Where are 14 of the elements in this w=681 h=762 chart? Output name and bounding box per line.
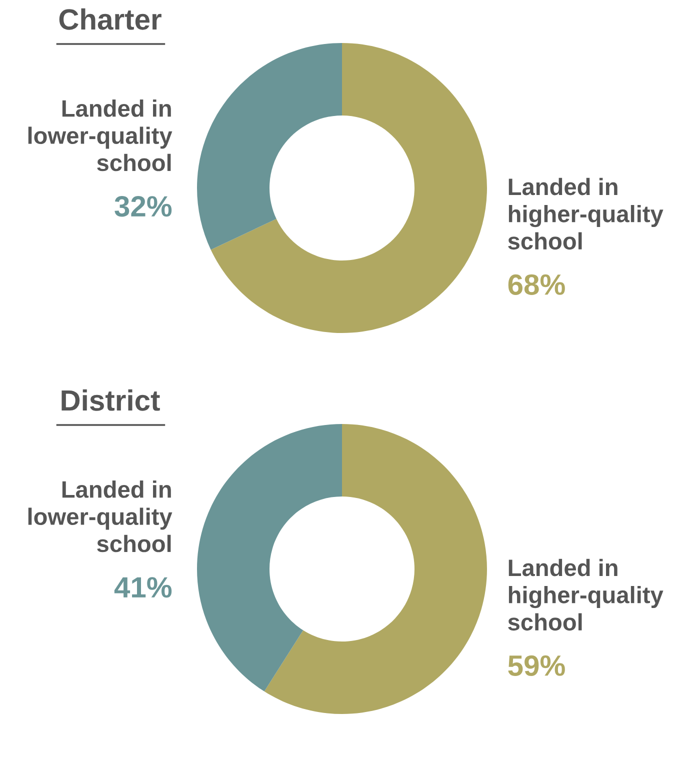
donut-slice <box>210 43 487 333</box>
chart-title: District <box>62 389 160 411</box>
data-label: 32% <box>114 196 172 217</box>
donut-slice <box>197 43 342 250</box>
data-label: 59% <box>508 655 565 676</box>
chart-title: Charter <box>59 8 162 30</box>
donut-slice <box>264 424 487 714</box>
slice-label: Landed in lower-quality school <box>28 480 172 552</box>
data-label: 68% <box>508 274 565 295</box>
data-label: 41% <box>114 577 172 598</box>
slice-label: Landed in lower-quality school <box>28 100 172 172</box>
slice-label: Landed in higher-quality school <box>508 178 664 250</box>
donut-slice <box>197 424 342 692</box>
slice-label: Landed in higher-quality school <box>508 558 664 631</box>
